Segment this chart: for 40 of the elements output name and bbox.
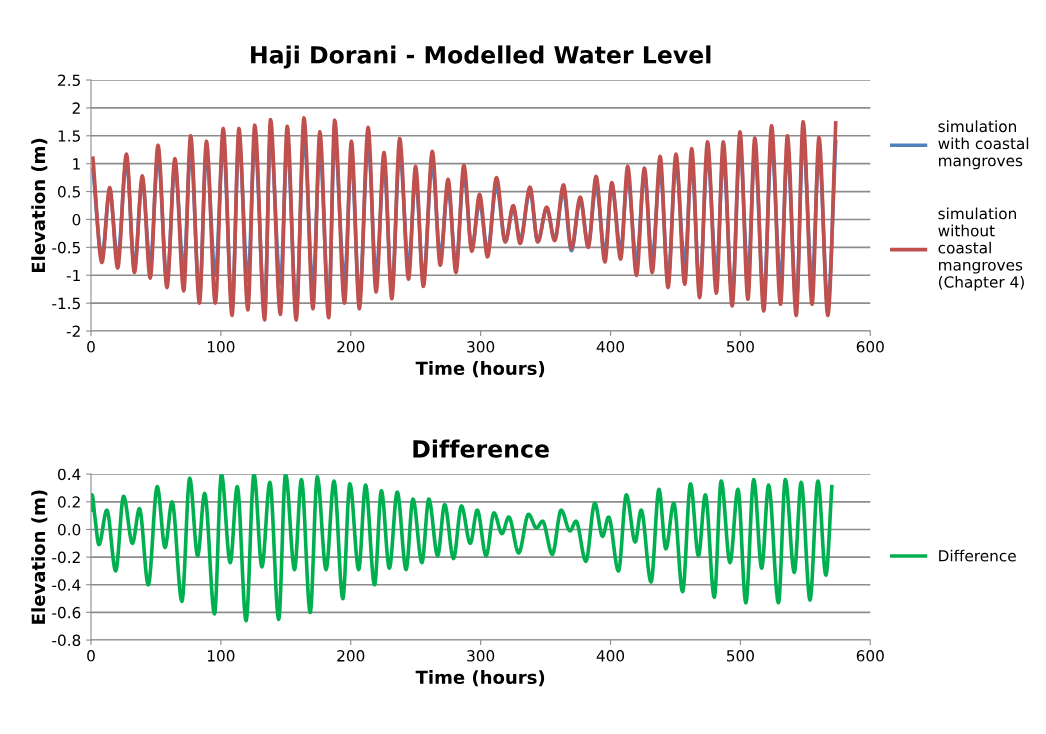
- y-tick-label: 0.5: [57, 186, 80, 198]
- y-tick-label: -0.4: [52, 579, 81, 591]
- x-tick-label: 500: [726, 650, 754, 662]
- y-tick-label: -1.5: [52, 297, 80, 310]
- x-tick-label: 100: [207, 341, 235, 353]
- y-axis-title: Elevation (m): [31, 138, 48, 273]
- y-tick-label: 0.4: [57, 468, 81, 481]
- x-axis-title: Time (hours): [415, 361, 545, 378]
- x-tick-label: 0: [87, 650, 95, 662]
- y-tick-label: 2: [72, 102, 80, 114]
- y-tick-label: -0.2: [52, 551, 80, 564]
- chart-title: Haji Dorani - Modelled Water Level: [251, 45, 711, 69]
- y-tick-label: -0.6: [52, 606, 81, 619]
- y-tick-label: 0: [72, 213, 81, 226]
- x-tick-label: 300: [467, 341, 495, 353]
- x-tick-label: 0: [87, 341, 95, 353]
- x-tick-label: 300: [467, 650, 495, 662]
- x-tick-label: 200: [337, 650, 365, 662]
- y-tick-label: -0.5: [52, 241, 80, 254]
- legend-label: simulation with coastal mangroves: [938, 120, 1029, 170]
- x-tick-label: 600: [856, 650, 884, 662]
- x-tick-label: 400: [596, 341, 625, 353]
- legend-label: simulation without coastal mangroves (Chapter 4): [938, 207, 1024, 291]
- legend-label: Difference: [939, 549, 1016, 562]
- y-tick-label: 1.5: [58, 130, 80, 142]
- x-axis-title: Time (hours): [415, 670, 545, 687]
- y-tick-label: -2: [66, 325, 80, 337]
- y-tick-label: 0.2: [57, 496, 80, 508]
- x-tick-label: 100: [207, 650, 235, 662]
- x-tick-label: 200: [337, 341, 365, 353]
- y-tick-label: 1: [73, 158, 80, 170]
- x-tick-label: 500: [726, 341, 754, 353]
- x-tick-label: 600: [856, 341, 884, 353]
- y-tick-label: 2.5: [58, 74, 80, 87]
- y-tick-label: -0.8: [52, 634, 81, 647]
- y-axis-title: Elevation (m): [31, 490, 48, 624]
- x-tick-label: 400: [596, 650, 625, 662]
- y-tick-label: 0.0: [57, 523, 81, 536]
- y-tick-label: -1: [66, 269, 80, 282]
- chart-title: Difference: [413, 439, 549, 458]
